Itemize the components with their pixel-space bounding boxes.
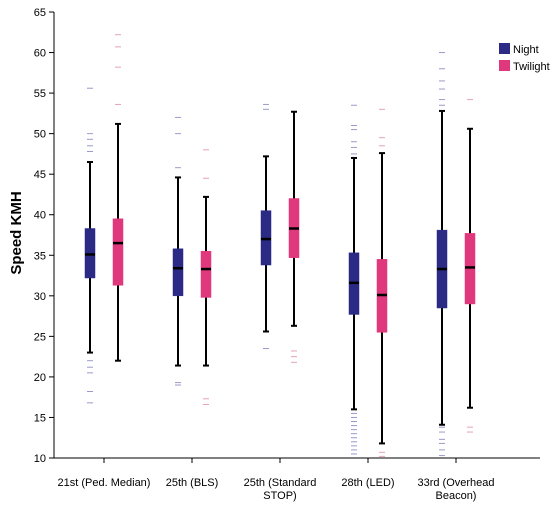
y-tick-label: 65 bbox=[34, 7, 46, 19]
y-tick-label: 55 bbox=[34, 88, 46, 100]
box-night-1 bbox=[172, 116, 184, 386]
box-twilight-0 bbox=[112, 34, 124, 362]
y-tick-label: 60 bbox=[34, 48, 46, 60]
y-tick-label: 10 bbox=[34, 453, 46, 465]
iqr-box bbox=[200, 250, 212, 298]
y-tick-label: 40 bbox=[34, 210, 46, 222]
y-tick-label: 15 bbox=[34, 412, 46, 424]
y-axis-title: Speed KMH bbox=[8, 191, 25, 274]
legend-swatch-twilight bbox=[499, 60, 510, 71]
y-tick-label: 50 bbox=[34, 129, 46, 141]
box-twilight-1 bbox=[200, 149, 212, 405]
legend-swatch-night bbox=[499, 43, 510, 54]
y-tick-label: 25 bbox=[34, 331, 46, 343]
y-tick-label: 20 bbox=[34, 372, 46, 384]
y-tick-label: 35 bbox=[34, 250, 46, 262]
iqr-box bbox=[112, 218, 124, 286]
y-tick-label: 45 bbox=[34, 169, 46, 181]
x-tick-label: 28th (LED) bbox=[341, 477, 394, 489]
x-tick-label: 25th (BLS) bbox=[166, 477, 219, 489]
box-twilight-3 bbox=[376, 108, 388, 457]
box-twilight-4 bbox=[464, 99, 476, 433]
iqr-box bbox=[172, 248, 184, 297]
x-tick-label: 21st (Ped. Median) bbox=[58, 477, 151, 489]
x-axis: 21st (Ped. Median) 25th (BLS) 25th (Standa… bbox=[54, 457, 540, 502]
box-night-0 bbox=[84, 87, 96, 404]
box-night-4 bbox=[436, 52, 448, 457]
x-tick-label: 25th (Standard STOP) bbox=[244, 477, 317, 502]
box-night-2 bbox=[260, 103, 272, 350]
box-twilight-2 bbox=[288, 110, 300, 363]
y-tick-label: 30 bbox=[34, 291, 46, 303]
box-series bbox=[84, 34, 476, 457]
legend: Night Twilight bbox=[499, 43, 550, 73]
y-axis: 10 15 20 25 30 35 40 45 50 55 60 65 bbox=[34, 7, 55, 465]
box-night-3 bbox=[348, 104, 360, 455]
legend-label-twilight: Twilight bbox=[513, 61, 550, 73]
legend-label-night: Night bbox=[513, 44, 539, 56]
x-tick-label: 33rd (Overhead Beacon) bbox=[417, 477, 494, 502]
